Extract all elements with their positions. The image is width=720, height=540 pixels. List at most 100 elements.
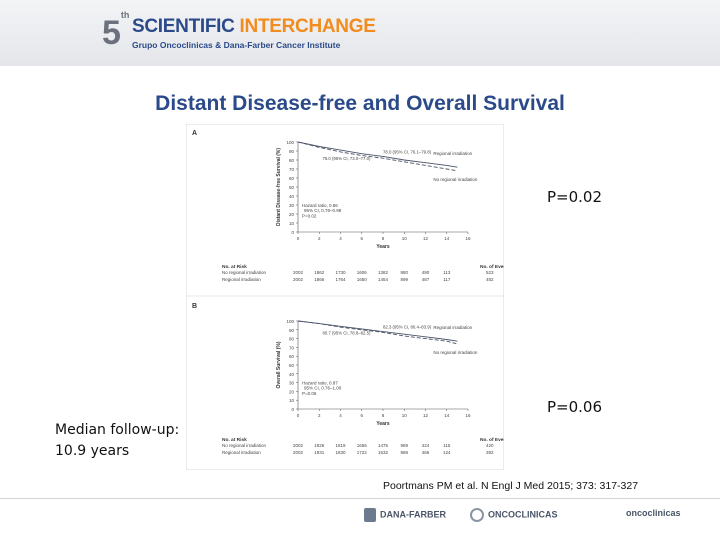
slide-title: Distant Disease-free and Overall Surviva… (155, 92, 565, 115)
series-label: No regional irradiation (433, 350, 478, 355)
risk-cell: 117 (443, 277, 451, 282)
risk-cell: 115 (443, 443, 451, 448)
y-tick-label: 0 (291, 230, 294, 235)
p-value-dfs: P=0.02 (547, 188, 603, 206)
logo-superscript: th (120, 9, 130, 20)
oncoclinicas-logo: ONCOCLINICAS (470, 508, 558, 522)
y-tick-label: 10 (289, 221, 295, 226)
annotation-ci-regional: 82.3 (95% CI, 80.4–83.9) (383, 325, 432, 330)
x-tick-label: 2 (318, 236, 321, 241)
events-cell: 523 (486, 270, 494, 275)
median-followup: Median follow-up: 10.9 years (55, 422, 180, 459)
event-logo: 5th SCIENTIFIC INTERCHANGE Grupo Oncocli… (96, 9, 376, 56)
risk-cell: 124 (443, 450, 451, 455)
annotation-p-value: P=0.02 (302, 214, 317, 219)
risk-cell: 1650 (357, 277, 368, 282)
y-tick-label: 40 (289, 372, 295, 377)
risk-cell: 1454 (378, 277, 389, 282)
footer-divider (0, 498, 720, 499)
risk-row-label: No regional irradiation (222, 270, 267, 275)
series-line-regional (297, 141, 458, 168)
oncoclinicas-mark-icon (470, 508, 484, 522)
panel-letter: B (192, 303, 197, 310)
risk-cell: 113 (443, 270, 451, 275)
annotation-ci-no-regional: 80.7 (95% CI, 78.8–82.5) (322, 330, 371, 335)
risk-cell: 1722 (357, 450, 368, 455)
x-tick-label: 14 (444, 413, 450, 418)
y-tick-label: 100 (286, 319, 294, 324)
x-tick-label: 8 (382, 236, 385, 241)
risk-cell: 1764 (335, 277, 346, 282)
x-tick-label: 8 (382, 413, 385, 418)
risk-row-label: No regional irradiation (222, 443, 267, 448)
risk-cell: 969 (400, 443, 408, 448)
risk-row-label: Regional irradiation (222, 277, 261, 282)
p-value-os: P=0.06 (547, 398, 603, 416)
x-tick-label: 0 (297, 236, 300, 241)
risk-cell: 2002 (293, 450, 304, 455)
risk-cell: 466 (422, 450, 430, 455)
panel-letter: A (192, 130, 197, 137)
risk-table-header: No. at Risk (222, 437, 247, 443)
risk-cell: 1656 (357, 443, 368, 448)
risk-cell: 1532 (378, 450, 389, 455)
x-axis-label: Years (376, 421, 390, 427)
annotation-hazard-ratio: Hazard ratio, 0.87 (302, 380, 338, 385)
y-tick-label: 70 (289, 167, 295, 172)
risk-cell: 1862 (314, 270, 325, 275)
risk-cell: 1606 (357, 270, 368, 275)
dana-farber-mark-icon (364, 508, 376, 522)
x-tick-label: 0 (297, 413, 300, 418)
x-tick-label: 16 (465, 236, 471, 241)
logo-number: 5 (102, 14, 121, 52)
events-cell: 482 (486, 277, 494, 282)
risk-cell: 1730 (335, 270, 346, 275)
risk-cell: 880 (400, 270, 408, 275)
citation: Poortmans PM et al. N Engl J Med 2015; 3… (383, 480, 639, 492)
events-cell: 392 (486, 450, 494, 455)
y-tick-label: 100 (286, 140, 294, 145)
series-line-no-regional (297, 141, 458, 172)
y-tick-label: 0 (291, 407, 294, 412)
risk-cell: 2002 (293, 443, 304, 448)
risk-cell: 988 (400, 450, 408, 455)
risk-cell: 899 (400, 277, 408, 282)
y-tick-label: 10 (289, 398, 295, 403)
risk-cell: 1819 (335, 443, 346, 448)
header-band (0, 0, 720, 66)
risk-cell: 487 (422, 277, 430, 282)
y-tick-label: 50 (289, 185, 295, 190)
x-tick-label: 12 (423, 413, 429, 418)
y-tick-label: 30 (289, 203, 295, 208)
x-tick-label: 10 (402, 413, 408, 418)
x-tick-label: 12 (423, 236, 429, 241)
events-cell: 420 (486, 443, 494, 448)
annotation-ci-no-regional: 75.0 (95% CI, 73.0–77.0) (322, 156, 371, 161)
risk-cell: 1830 (335, 450, 346, 455)
x-axis-label: Years (376, 244, 390, 250)
x-tick-label: 6 (360, 413, 363, 418)
annotation-ci-regional: 78.0 (95% CI, 76.1–79.8) (383, 149, 432, 154)
risk-cell: 424 (422, 443, 430, 448)
y-tick-label: 60 (289, 176, 295, 181)
risk-cell: 490 (422, 270, 430, 275)
risk-cell: 1475 (378, 443, 389, 448)
risk-cell: 1382 (378, 270, 389, 275)
x-tick-label: 16 (465, 413, 471, 418)
logo-title-b: INTERCHANGE (239, 16, 376, 37)
y-tick-label: 20 (289, 212, 295, 217)
logo-subtitle: Grupo Oncoclinicas & Dana-Farber Cancer … (132, 40, 341, 50)
events-header: No. of Events (480, 264, 504, 270)
x-tick-label: 4 (339, 413, 342, 418)
y-tick-label: 50 (289, 363, 295, 368)
series-label: No regional irradiation (433, 177, 478, 182)
risk-table-header: No. at Risk (222, 264, 247, 270)
annotation-ci: 95% CI, 0.76–0.98 (304, 208, 342, 213)
series-label: Regional irradiation (433, 151, 472, 156)
risk-cell: 1866 (314, 277, 325, 282)
figure-frame (186, 124, 504, 470)
series-label: Regional irradiation (433, 325, 472, 330)
risk-cell: 1931 (314, 450, 325, 455)
grupo-oncoclinicas-logo: oncoclinicas (626, 508, 681, 518)
